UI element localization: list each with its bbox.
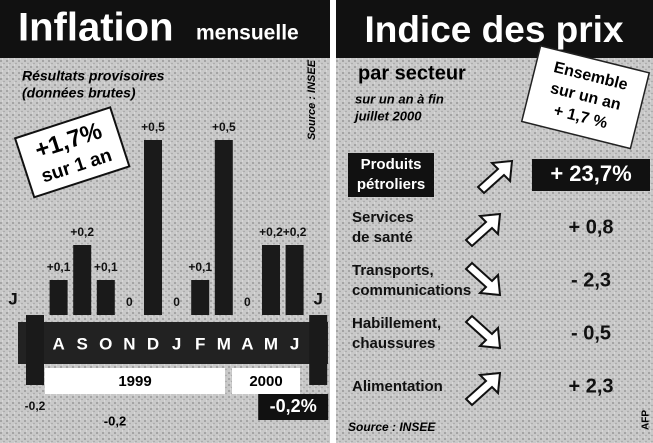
x-tick-label: J bbox=[8, 289, 17, 308]
source: Source : INSEE bbox=[348, 420, 436, 434]
sector-label: Services bbox=[352, 209, 414, 226]
annotation: -0,2 bbox=[104, 413, 126, 428]
panel-title: Indice des prix bbox=[364, 9, 624, 50]
sector-label: Produits bbox=[361, 156, 422, 173]
x-tick-label: D bbox=[147, 334, 159, 353]
value-label: +0,2 bbox=[283, 225, 307, 239]
x-tick-label: J bbox=[290, 334, 299, 353]
bar bbox=[73, 245, 91, 315]
value-label: 0 bbox=[244, 295, 251, 309]
sector-label: Alimentation bbox=[352, 378, 443, 395]
chart-title-suffix: mensuelle bbox=[196, 22, 299, 45]
bar bbox=[215, 140, 233, 315]
sector-label: chaussures bbox=[352, 335, 435, 352]
value-label: +0,1 bbox=[188, 260, 212, 274]
x-tick-label: A bbox=[52, 334, 64, 353]
sector-label: Habillement, bbox=[352, 315, 441, 332]
subtitle: Résultats provisoires bbox=[22, 68, 165, 84]
sector-label: de santé bbox=[352, 229, 413, 246]
period: juillet 2000 bbox=[353, 108, 422, 123]
sector-value: - 0,5 bbox=[571, 322, 611, 344]
value-label: 0 bbox=[126, 295, 133, 309]
sector-value: + 0,8 bbox=[568, 216, 613, 238]
infographic: Inflation mensuelle Résultats provisoire… bbox=[0, 0, 653, 443]
x-tick-label: O bbox=[99, 334, 112, 353]
sector-label: communications bbox=[352, 282, 471, 299]
value-label: +0,1 bbox=[94, 260, 118, 274]
x-tick-label: S bbox=[77, 334, 88, 353]
panel-subtitle: par secteur bbox=[358, 62, 466, 84]
sector-label: Transports, bbox=[352, 262, 434, 279]
chart-title: Inflation bbox=[18, 6, 174, 50]
value-label: +0,1 bbox=[47, 260, 71, 274]
x-tick-label: J bbox=[313, 289, 322, 308]
value-label: 0 bbox=[173, 295, 180, 309]
sector-value: + 2,3 bbox=[568, 375, 613, 397]
bar bbox=[50, 280, 68, 315]
x-tick-label: M bbox=[217, 334, 231, 353]
subtitle: (données brutes) bbox=[22, 85, 136, 101]
x-tick-label: N bbox=[123, 334, 135, 353]
bar bbox=[286, 245, 304, 315]
x-tick-label: A bbox=[241, 334, 253, 353]
value-label: +0,2 bbox=[259, 225, 283, 239]
value-label: -0,2 bbox=[25, 399, 46, 413]
sector-value: + 23,7% bbox=[550, 161, 631, 186]
credit: AFP bbox=[641, 410, 652, 430]
value-label: +0,2 bbox=[70, 225, 94, 239]
x-tick-label: F bbox=[195, 334, 205, 353]
bar bbox=[97, 280, 115, 315]
bar bbox=[309, 315, 327, 385]
bar bbox=[144, 140, 162, 315]
value-label: +0,5 bbox=[141, 120, 165, 134]
bar bbox=[262, 245, 280, 315]
x-tick-label: J bbox=[172, 334, 181, 353]
source: Source : INSEE bbox=[306, 59, 318, 140]
value-label: +0,5 bbox=[212, 120, 236, 134]
value-label: -0,2% bbox=[270, 396, 317, 416]
sector-label: pétroliers bbox=[357, 176, 425, 193]
year-label: 1999 bbox=[118, 373, 151, 390]
period: sur un an à fin bbox=[355, 91, 444, 106]
year-label: 2000 bbox=[249, 373, 282, 390]
bar bbox=[191, 280, 209, 315]
x-tick-label: M bbox=[264, 334, 278, 353]
sector-value: - 2,3 bbox=[571, 269, 611, 291]
bar bbox=[26, 315, 44, 385]
